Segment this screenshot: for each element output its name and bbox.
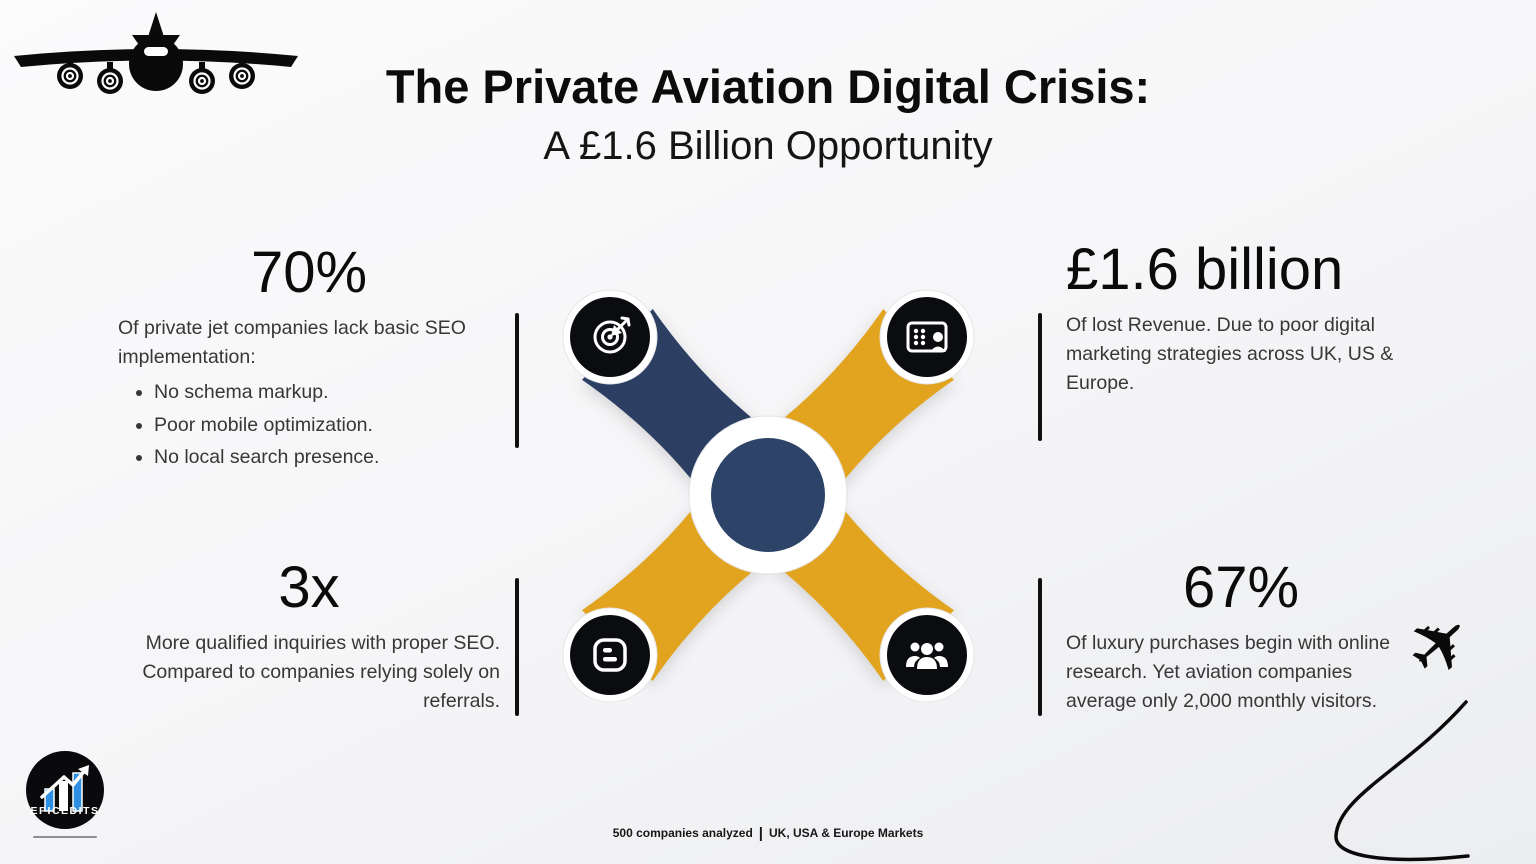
title-block: The Private Aviation Digital Crisis: A £… — [0, 60, 1536, 170]
stat-value-70pct: 70% — [250, 240, 368, 305]
footer-note: 500 companies analyzed | UK, USA & Europe … — [0, 824, 1536, 842]
footer-separator: | — [758, 825, 763, 842]
stat-value-3x: 3x — [278, 555, 340, 620]
bullet-mobile: Poor mobile optimization. — [154, 411, 500, 440]
diagram-center-hub — [688, 415, 848, 575]
crisis-x-diagram — [562, 289, 975, 703]
stat-desc-lost-revenue: Of lost Revenue. Due to poor digital mar… — [1066, 313, 1394, 395]
stat-value-lost-revenue: £1.6 billion — [1066, 237, 1344, 302]
footer-sample-size: 500 companies analyzed — [612, 826, 753, 840]
page-title: The Private Aviation Digital Crisis: — [385, 60, 1151, 113]
divider-top-right — [1038, 313, 1042, 441]
blog-bubble-icon — [562, 607, 658, 703]
team-icon — [879, 607, 975, 703]
stat-top-right: £1.6 billion Of lost Revenue. Due to poo… — [1066, 237, 1416, 399]
stat-bottom-left: 3x More qualified inquiries with proper … — [118, 555, 500, 717]
divider-bottom-left — [515, 578, 519, 716]
bar-chart-growth-icon — [40, 765, 89, 812]
stat-desc-inquiries: More qualified inquiries with proper SEO… — [142, 631, 500, 713]
stat-desc-online-research: Of luxury purchases begin with online re… — [1066, 631, 1391, 713]
stat-desc-seo-gap: Of private jet companies lack basic SEO … — [118, 316, 466, 369]
footer-markets: UK, USA & Europe Markets — [769, 826, 924, 840]
stat-bottom-right: 67% Of luxury purchases begin with onlin… — [1066, 555, 1416, 717]
seo-gap-bullet-list: No schema markup. Poor mobile optimizati… — [154, 378, 500, 472]
logo-wordmark: EPICEDITS — [30, 805, 100, 817]
logo-tagline-line — [33, 836, 97, 838]
bullet-schema: No schema markup. — [154, 378, 500, 407]
bullet-local-search: No local search presence. — [154, 443, 500, 472]
target-goal-icon — [562, 289, 658, 385]
id-card-user-icon — [879, 289, 975, 385]
epicedits-logo — [26, 751, 104, 829]
page-subtitle: A £1.6 Billion Opportunity — [543, 124, 993, 169]
divider-top-left — [515, 313, 519, 448]
stat-value-67pct: 67% — [1182, 555, 1300, 620]
stat-top-left: 70% Of private jet companies lack basic … — [118, 240, 500, 475]
jet-trail-swoosh — [1334, 700, 1470, 862]
airliner-top-view-icon — [14, 12, 298, 94]
divider-bottom-right — [1038, 578, 1042, 716]
